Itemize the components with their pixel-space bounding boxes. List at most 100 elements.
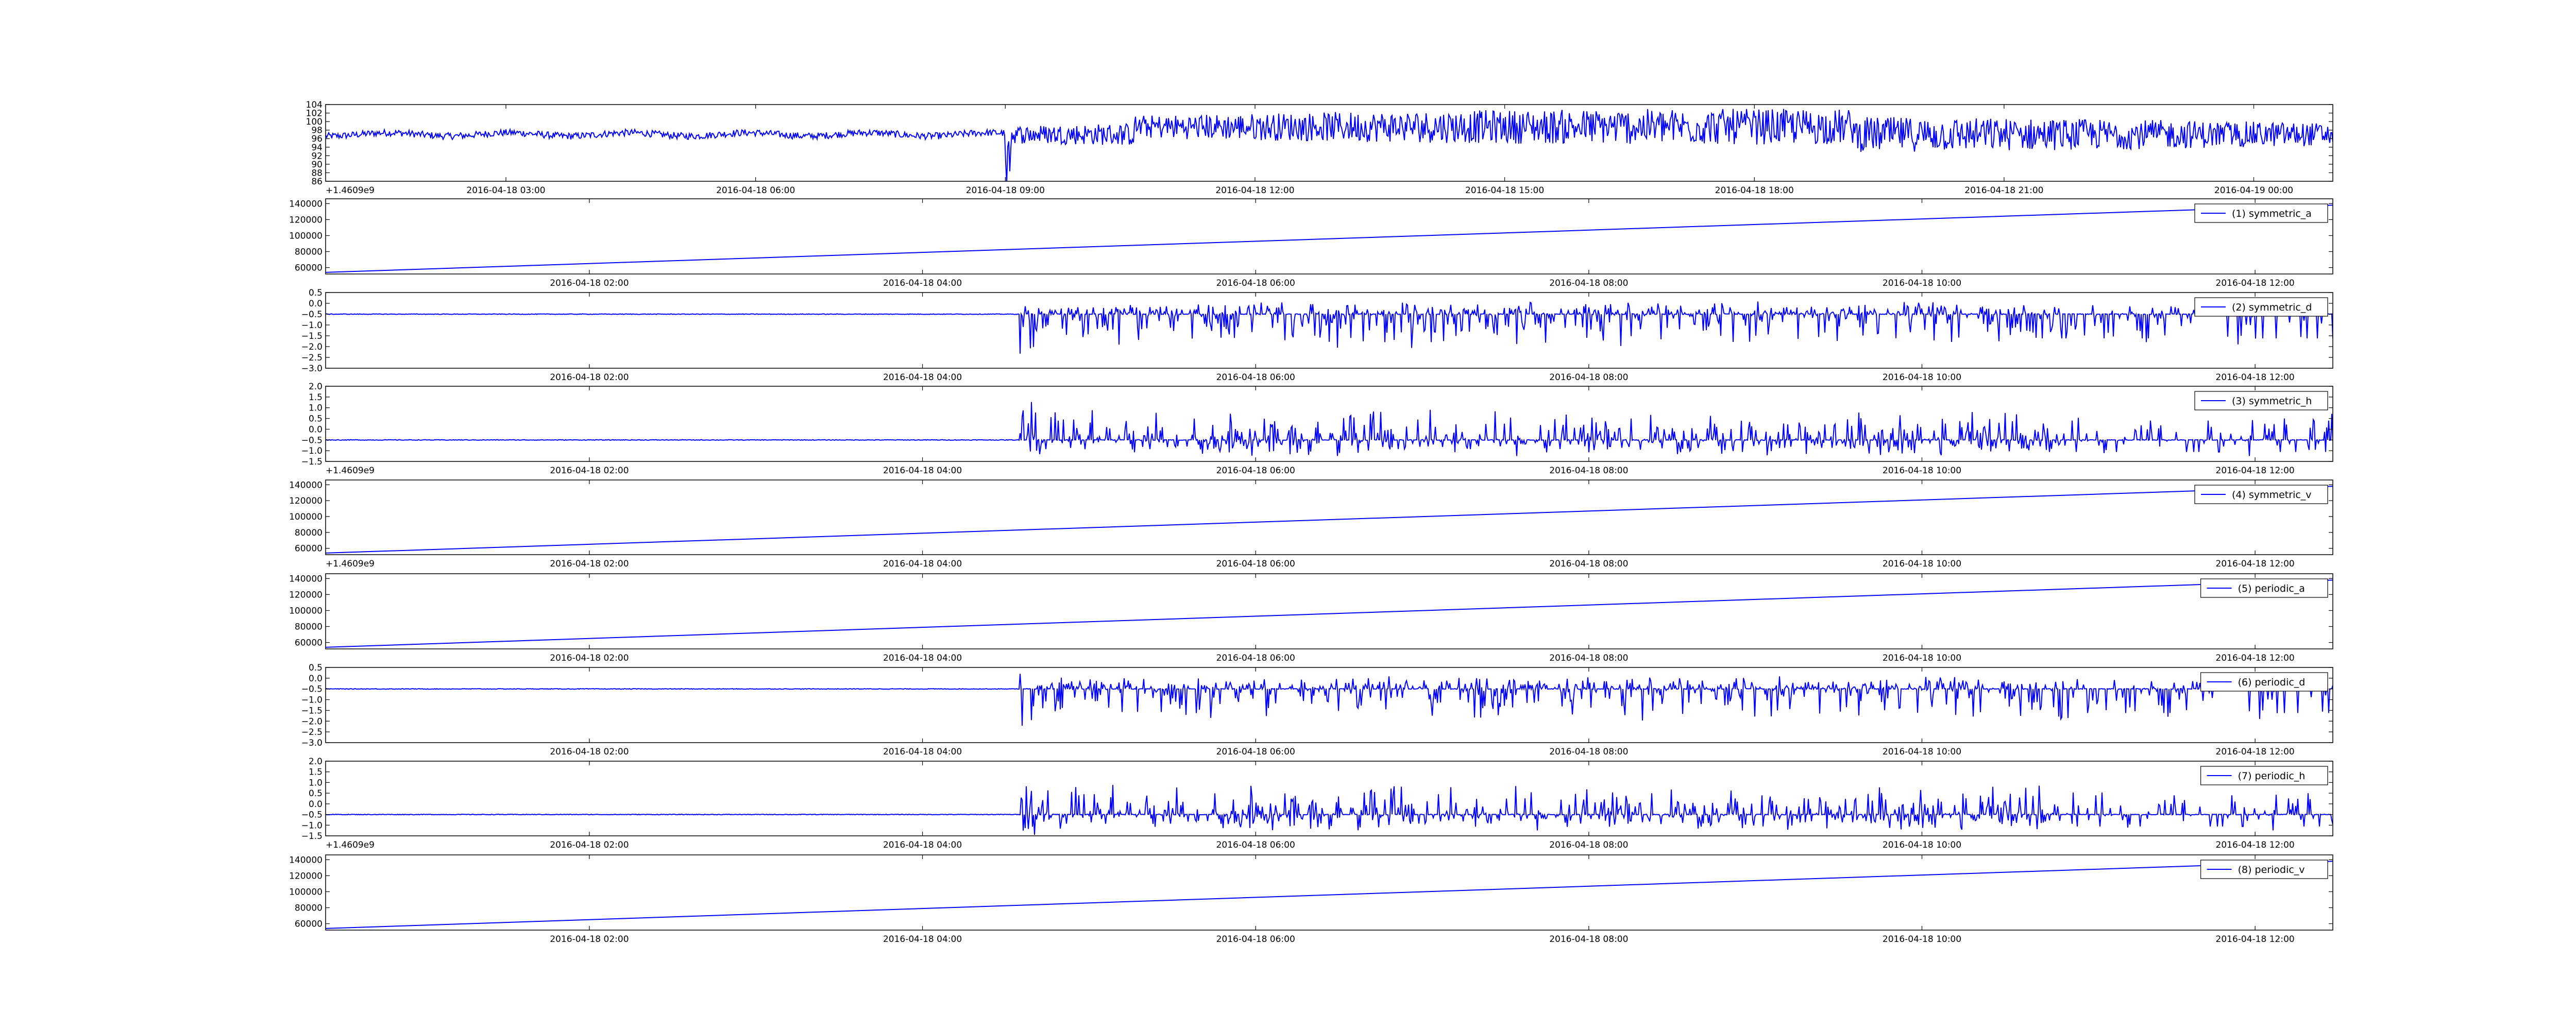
x-tick-label: 2016-04-18 10:00 bbox=[1883, 653, 1961, 663]
x-tick-label: 2016-04-18 10:00 bbox=[1883, 840, 1961, 850]
y-tick-label: 104 bbox=[306, 100, 323, 110]
y-tick-label: 140000 bbox=[289, 199, 323, 209]
y-tick-label: 80000 bbox=[295, 903, 323, 914]
x-tick-label: 2016-04-18 08:00 bbox=[1549, 653, 1628, 663]
series-line-1-0 bbox=[326, 204, 2333, 273]
y-tick-label: 0.0 bbox=[309, 799, 323, 810]
x-tick-label: 2016-04-18 08:00 bbox=[1549, 278, 1628, 288]
x-tick-label: 2016-04-18 08:00 bbox=[1549, 466, 1628, 476]
y-tick-label: 0.5 bbox=[309, 288, 323, 298]
x-tick-label: 2016-04-18 21:00 bbox=[1964, 185, 2043, 196]
y-tick-label: 1.5 bbox=[309, 767, 323, 778]
axes-frame-3 bbox=[325, 386, 2333, 462]
x-tick-label: 2016-04-18 18:00 bbox=[1715, 185, 1794, 196]
series-line-7-0 bbox=[326, 785, 2333, 835]
y-tick-label: 80000 bbox=[295, 528, 323, 538]
subplot-6: 0.50.0−0.5−1.0−1.5−2.0−2.5−3.0 2016-04-18… bbox=[301, 663, 2333, 757]
y-tick-label: 100000 bbox=[289, 231, 323, 241]
axis-offset-label: +1.4609e9 bbox=[326, 840, 375, 850]
x-tick-label: 2016-04-18 06:00 bbox=[1216, 840, 1295, 850]
x-tick-label: 2016-04-18 12:00 bbox=[2216, 653, 2295, 663]
x-tick-label: 2016-04-18 04:00 bbox=[883, 840, 962, 850]
y-tick-label: 0.0 bbox=[309, 299, 323, 309]
y-tick-label: 96 bbox=[311, 134, 323, 144]
y-tick-label: −1.0 bbox=[301, 695, 323, 706]
axes-frame-6 bbox=[325, 667, 2333, 743]
legend-label: (2) symmetric_d bbox=[2232, 302, 2312, 313]
y-tick-label: −1.5 bbox=[301, 706, 323, 716]
subplot-3: 2.01.51.00.50.0−0.5−1.0−1.5 2016-04-18 02… bbox=[301, 382, 2333, 476]
legend-label: (1) symmetric_a bbox=[2232, 208, 2312, 219]
y-tick-label: 60000 bbox=[295, 919, 323, 930]
series-line-6-0 bbox=[326, 674, 2333, 726]
y-tick-label: 60000 bbox=[295, 263, 323, 273]
y-tick-label: 120000 bbox=[289, 871, 323, 881]
y-tick-label: −1.0 bbox=[301, 446, 323, 456]
x-tick-label: 2016-04-18 12:00 bbox=[2216, 278, 2295, 288]
x-tick-label: 2016-04-18 04:00 bbox=[883, 372, 962, 383]
y-tick-label: −1.5 bbox=[301, 831, 323, 842]
y-tick-label: −2.0 bbox=[301, 342, 323, 352]
axes-frame-0 bbox=[325, 104, 2333, 182]
x-tick-label: 2016-04-18 03:00 bbox=[466, 185, 545, 196]
y-tick-label: 94 bbox=[311, 143, 323, 153]
x-tick-label: 2016-04-18 04:00 bbox=[883, 747, 962, 757]
y-tick-label: 1.0 bbox=[309, 778, 323, 788]
x-tick-label: 2016-04-18 06:00 bbox=[1216, 653, 1295, 663]
y-tick-label: 100000 bbox=[289, 512, 323, 522]
x-tick-label: 2016-04-18 04:00 bbox=[883, 559, 962, 569]
legend-label: (4) symmetric_v bbox=[2232, 489, 2312, 501]
series-line-4-0 bbox=[326, 486, 2333, 554]
x-tick-label: 2016-04-18 10:00 bbox=[1883, 466, 1961, 476]
y-tick-label: −1.0 bbox=[301, 320, 323, 331]
x-tick-label: 2016-04-18 09:00 bbox=[966, 185, 1045, 196]
y-tick-label: 80000 bbox=[295, 622, 323, 632]
y-tick-label: 0.5 bbox=[309, 663, 323, 673]
y-tick-label: 1.5 bbox=[309, 392, 323, 403]
x-tick-label: 2016-04-18 04:00 bbox=[883, 934, 962, 945]
subplot-8: 60000 80000 100000 120000 140000 2016-04-18 0… bbox=[289, 854, 2333, 945]
y-tick-label: 2.0 bbox=[309, 382, 323, 392]
x-tick-label: 2016-04-18 02:00 bbox=[550, 747, 629, 757]
x-tick-label: 2016-04-18 10:00 bbox=[1883, 278, 1961, 288]
y-tick-label: −2.0 bbox=[301, 716, 323, 727]
legend-label: (6) periodic_d bbox=[2238, 677, 2306, 688]
y-tick-label: −3.0 bbox=[301, 364, 323, 374]
x-tick-label: 2016-04-18 15:00 bbox=[1465, 185, 1544, 196]
axes-frame-1 bbox=[325, 198, 2333, 274]
y-tick-label: 60000 bbox=[295, 544, 323, 554]
y-tick-label: −0.5 bbox=[301, 810, 323, 820]
y-tick-label: −1.5 bbox=[301, 331, 323, 341]
x-tick-label: 2016-04-18 04:00 bbox=[883, 466, 962, 476]
y-tick-label: 120000 bbox=[289, 215, 323, 225]
y-tick-label: 0.5 bbox=[309, 414, 323, 424]
x-tick-label: 2016-04-18 08:00 bbox=[1549, 747, 1628, 757]
legend-label: (5) periodic_a bbox=[2238, 583, 2305, 594]
legend-label: (7) periodic_h bbox=[2238, 770, 2306, 782]
x-tick-label: 2016-04-18 12:00 bbox=[2216, 934, 2295, 945]
series-line-8-0 bbox=[326, 861, 2333, 929]
y-tick-label: 0.5 bbox=[309, 788, 323, 799]
y-tick-label: 1.0 bbox=[309, 403, 323, 414]
y-tick-label: 0.0 bbox=[309, 674, 323, 684]
y-tick-label: 86 bbox=[311, 177, 323, 187]
x-tick-label: 2016-04-18 06:00 bbox=[1216, 559, 1295, 569]
y-tick-label: 140000 bbox=[289, 480, 323, 490]
y-tick-label: 0.0 bbox=[309, 424, 323, 435]
y-tick-label: 2.0 bbox=[309, 757, 323, 767]
y-tick-label: 80000 bbox=[295, 247, 323, 258]
y-tick-label: 60000 bbox=[295, 638, 323, 648]
y-tick-label: 98 bbox=[311, 126, 323, 136]
x-tick-label: 2016-04-18 06:00 bbox=[1216, 747, 1295, 757]
y-tick-label: −2.5 bbox=[301, 353, 323, 363]
y-tick-label: 140000 bbox=[289, 574, 323, 584]
y-tick-label: 92 bbox=[311, 151, 323, 161]
axes-frame-8 bbox=[325, 854, 2333, 931]
x-tick-label: 2016-04-18 08:00 bbox=[1549, 559, 1628, 569]
x-tick-label: 2016-04-18 12:00 bbox=[2216, 747, 2295, 757]
y-tick-label: 100000 bbox=[289, 887, 323, 897]
series-line-2-0 bbox=[326, 301, 2333, 354]
x-tick-label: 2016-04-18 12:00 bbox=[1215, 185, 1294, 196]
x-tick-label: 2016-04-18 06:00 bbox=[1216, 466, 1295, 476]
